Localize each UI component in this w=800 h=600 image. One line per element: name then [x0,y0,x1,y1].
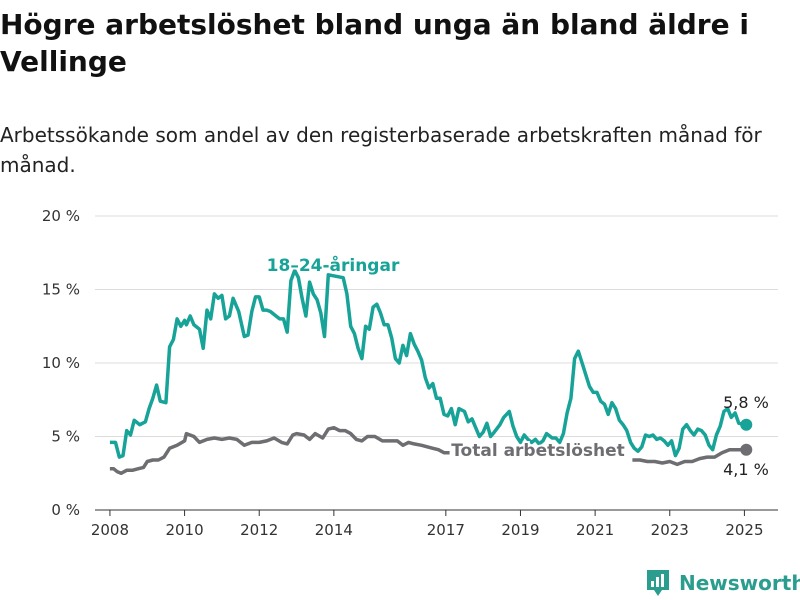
y-tick-label: 5 % [51,428,80,446]
total-series-label: Total arbetslöshet [451,441,625,461]
series-lines [109,268,753,476]
newsworthy-brand[interactable]: Newsworthy [645,566,800,600]
y-tick-label: 15 % [42,281,80,299]
x-tick-label: 2012 [240,521,278,539]
total-end-value-label: 4,1 % [723,460,769,479]
x-tick-label: 2021 [576,521,614,539]
x-tick-label: 2017 [427,521,465,539]
youth-series-label: 18–24-åringar [267,254,400,276]
total-series-line [109,425,450,476]
x-tick-label: 2014 [315,521,353,539]
x-tick-label: 2019 [501,521,539,539]
chart-subtitle: Arbetssökande som andel av den registerb… [0,123,762,177]
y-tick-label: 10 % [42,354,80,372]
x-tick-label: 2008 [91,521,129,539]
youth-end-marker [740,418,753,431]
grid-lines [95,215,778,511]
newsworthy-brand-name: Newsworthy [679,571,800,595]
chart-title: Högre arbetslöshet bland unga än bland ä… [0,8,749,78]
youth-series-line [109,268,747,459]
total-series-line-end [632,447,747,467]
newsworthy-logo-icon [647,570,669,596]
axes: 0 % 5 % 10 % 15 % 20 % 2008 2010 2012 2014 2017 20… [42,207,778,539]
y-tick-label: 0 % [51,501,80,519]
x-tick-label: 2025 [725,521,763,539]
chart-labels: 18–24-åringar Total arbetslöshet 5,8 % 4,1 … [265,252,769,479]
youth-end-value-label: 5,8 % [723,393,769,412]
y-tick-label: 20 % [42,207,80,225]
total-end-marker [740,443,753,456]
x-tick-label: 2010 [165,521,203,539]
x-tick-label: 2023 [651,521,689,539]
